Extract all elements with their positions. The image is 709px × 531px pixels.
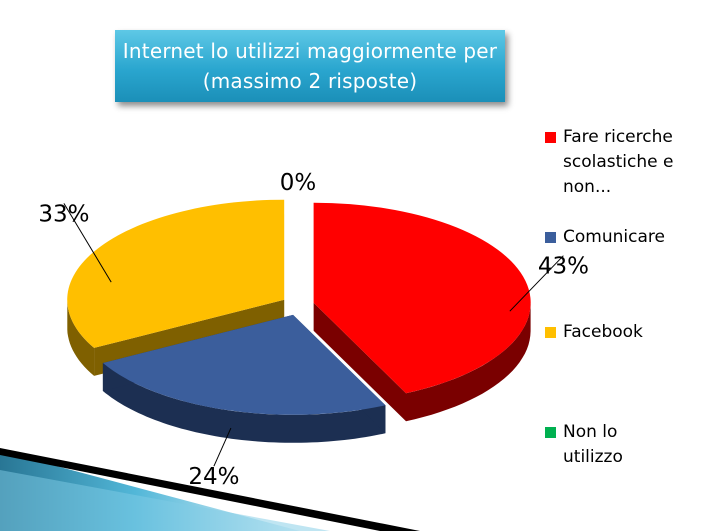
legend-swatch-1 [545,232,556,243]
pie-slice-wall-0 [406,303,531,422]
leader-line-0 [509,255,564,312]
pie-slice-wall-2 [67,298,95,376]
legend-label-line: non... [563,177,612,197]
legend-label-line: scolastiche e [563,152,674,172]
data-label-2: 33% [38,201,89,227]
data-label-1: 24% [188,464,239,490]
leader-line-2 [63,203,112,283]
legend-label-1: Comunicare [563,225,703,250]
legend-label-line: Comunicare [563,227,665,247]
chart-title-line2: (massimo 2 risposte) [202,69,418,93]
pie-slice-top-1 [102,314,386,415]
legend-label-line: Facebook [563,322,643,342]
legend-label-0: Fare ricerche scolastiche e non... [563,125,703,200]
legend-label-line: Fare ricerche [563,127,673,147]
legend-label-3: Non lo utilizzo [563,420,703,470]
data-label-0: 43% [538,254,589,280]
leader-line-1 [213,427,232,467]
chart-title-box: Internet lo utilizzi maggiormente per (m… [115,30,505,102]
legend-swatch-2 [545,327,556,338]
pie-slice-1 [102,314,386,443]
pie-slice-cut-0-1 [313,302,407,422]
pie-slice-top-2 [67,199,285,348]
legend-swatch-3 [545,427,556,438]
pie-slice-top-0 [313,202,531,394]
pie-slice-0 [313,202,531,422]
pie-slice-wall-1 [102,363,386,443]
legend-swatch-0 [545,132,556,143]
chart-title-line1: Internet lo utilizzi maggiormente per [122,39,498,63]
legend-label-line: Non lo [563,422,618,442]
data-label-3: 0% [280,170,317,196]
legend-label-line: utilizzo [563,447,623,467]
legend-label-2: Facebook [563,320,703,345]
